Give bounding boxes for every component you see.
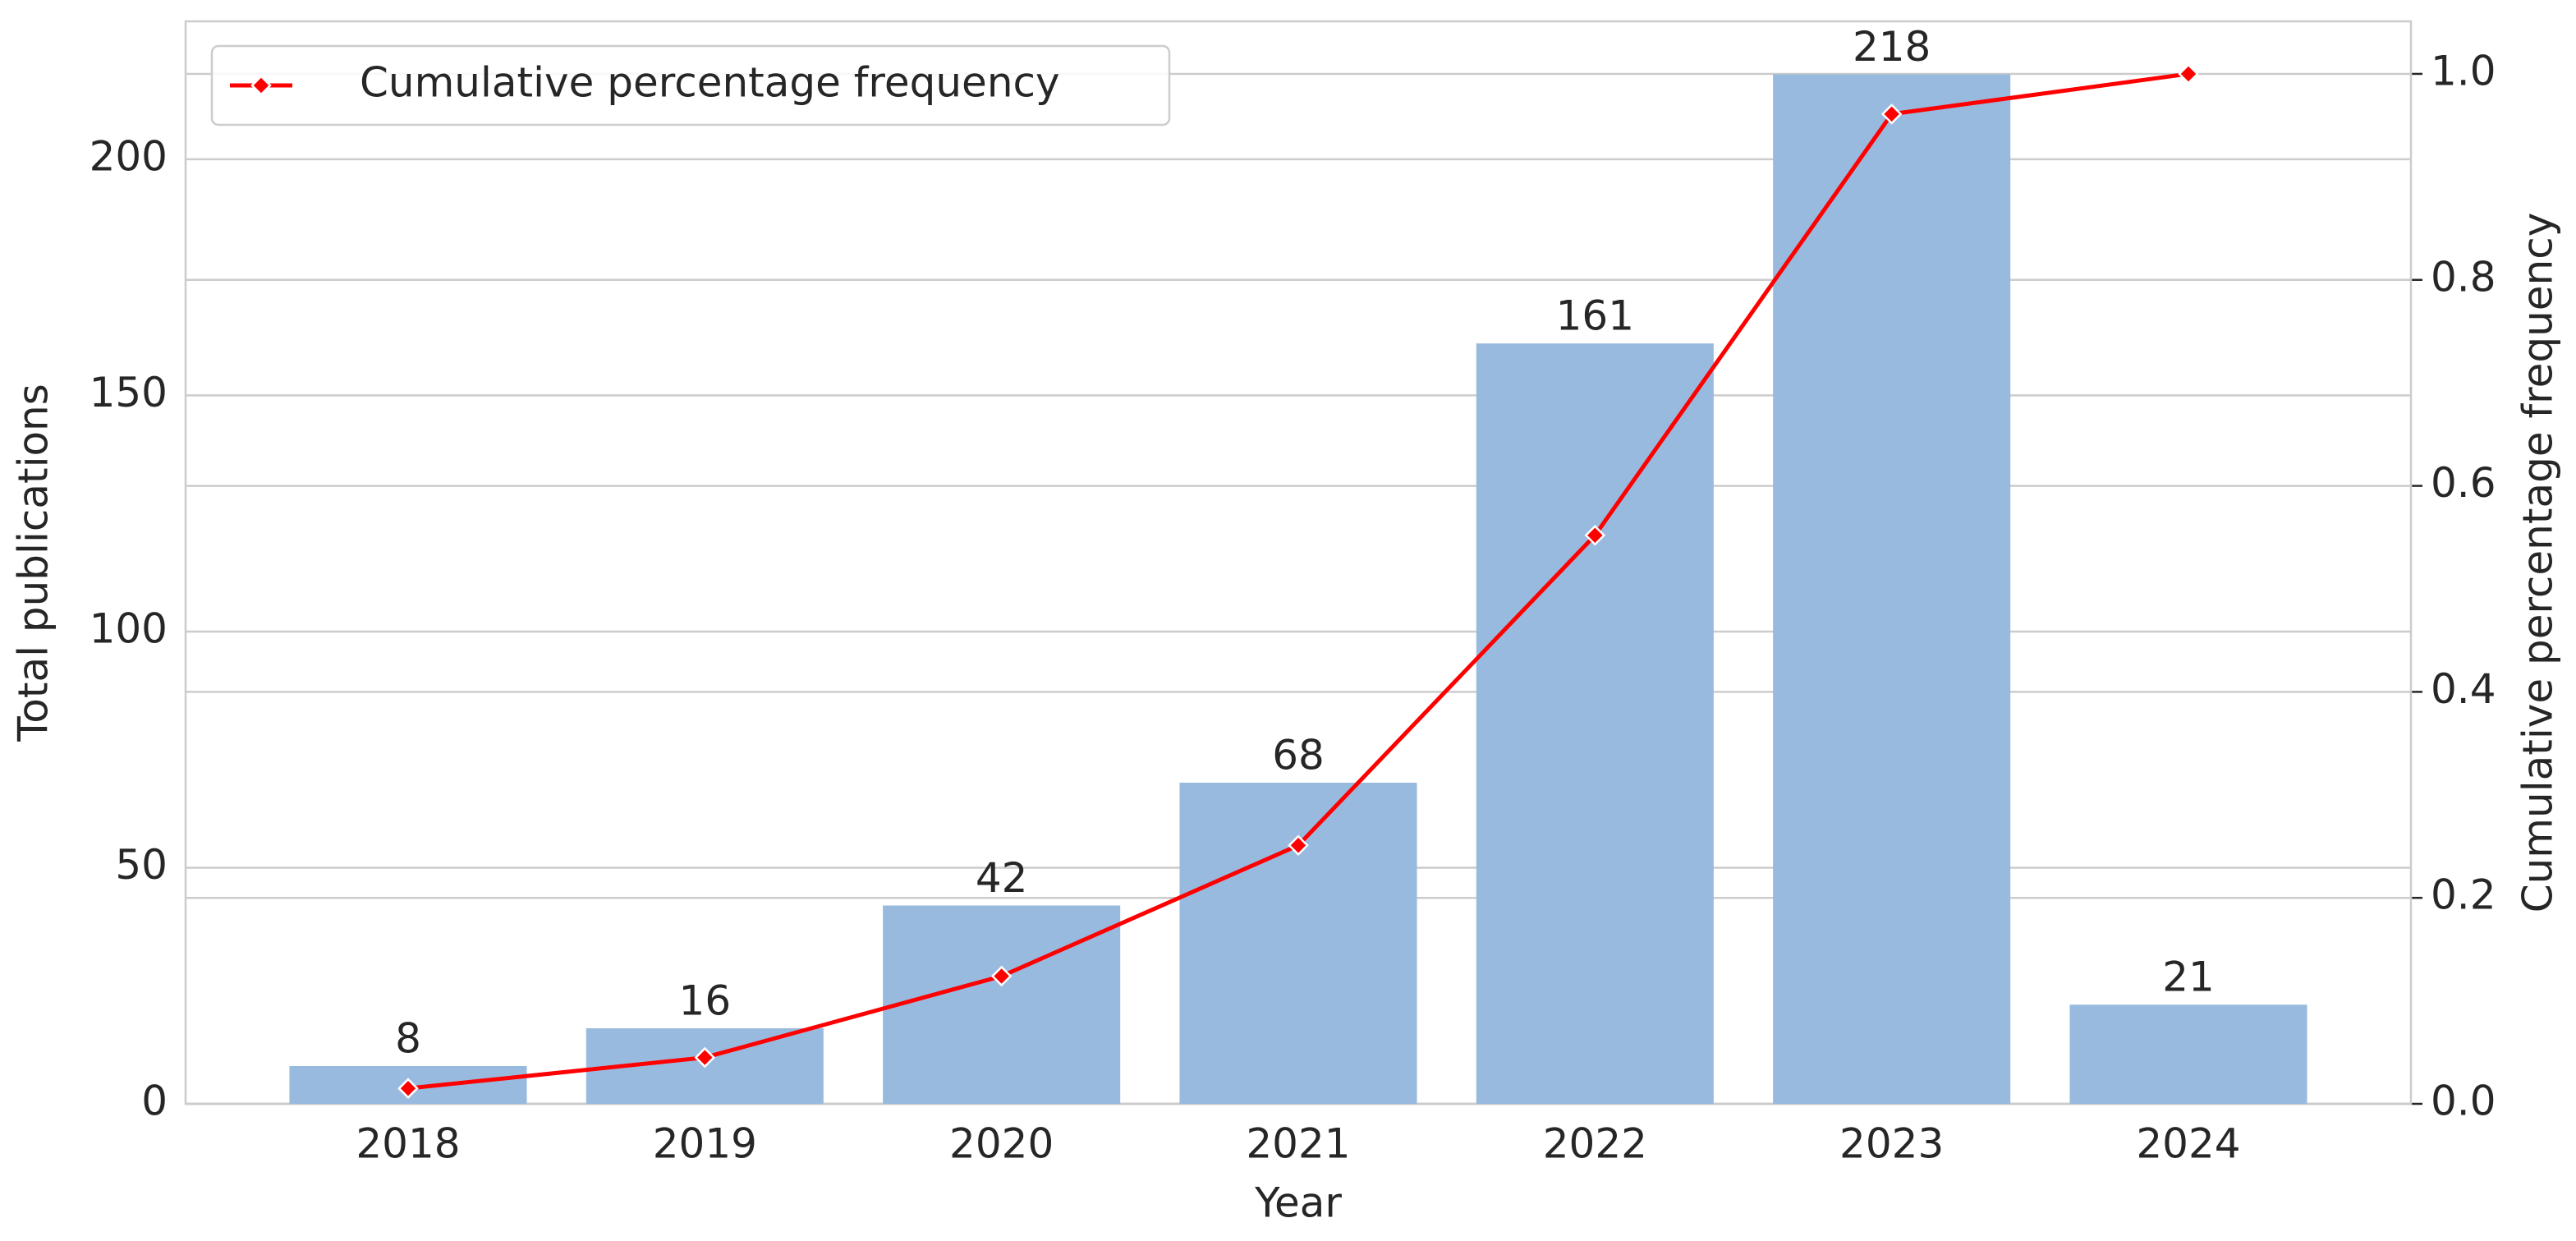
x-tick-label: 2022 — [1543, 1120, 1647, 1168]
x-tick-label: 2018 — [356, 1120, 460, 1168]
y2-axis-label: Cumulative percentage frequency — [2514, 213, 2562, 913]
marker — [2178, 63, 2199, 85]
marker — [397, 1078, 419, 1099]
marker — [990, 965, 1012, 987]
y2-tick-label: 1.0 — [2431, 47, 2496, 94]
x-tick-label: 2024 — [2136, 1120, 2240, 1168]
value-label: 8 — [395, 1014, 421, 1062]
y2-tick-label: 0.0 — [2431, 1078, 2496, 1125]
y2-tick-label: 0.8 — [2431, 253, 2496, 301]
value-label: 68 — [1272, 731, 1325, 779]
y-tick-label: 0 — [141, 1078, 168, 1125]
y2-tick-label: 0.2 — [2431, 871, 2496, 919]
y2-tick-label: 0.4 — [2431, 665, 2496, 713]
marker — [1584, 525, 1606, 546]
x-tick-label: 2021 — [1246, 1120, 1350, 1168]
marker — [694, 1046, 716, 1069]
bar — [1179, 782, 1417, 1104]
y-tick-label: 50 — [115, 841, 168, 889]
value-label: 16 — [679, 977, 732, 1024]
bar — [1476, 343, 1714, 1104]
y2-tick-label: 0.6 — [2431, 459, 2496, 507]
x-tick-label: 2020 — [949, 1120, 1054, 1168]
x-axis-label: Year — [1254, 1179, 1342, 1227]
legend-label: Cumulative percentage frequency — [360, 59, 1060, 107]
marker — [1288, 834, 1309, 856]
value-label: 161 — [1556, 292, 1634, 340]
value-label: 21 — [2162, 954, 2215, 1001]
value-label: 42 — [976, 854, 1028, 902]
legend-box — [210, 44, 1171, 126]
legend-marker — [250, 75, 272, 96]
bar — [2069, 1004, 2307, 1104]
y-axis-label: Total publications — [10, 384, 57, 742]
y-tick-label: 100 — [90, 604, 168, 652]
marker — [1880, 103, 1903, 125]
x-tick-label: 2019 — [653, 1120, 757, 1168]
bar — [1773, 74, 2011, 1104]
bar — [883, 905, 1121, 1104]
y-tick-label: 200 — [90, 132, 168, 180]
y-tick-label: 150 — [90, 369, 168, 416]
value-label: 218 — [1853, 23, 1931, 71]
x-tick-label: 2023 — [1839, 1120, 1944, 1168]
